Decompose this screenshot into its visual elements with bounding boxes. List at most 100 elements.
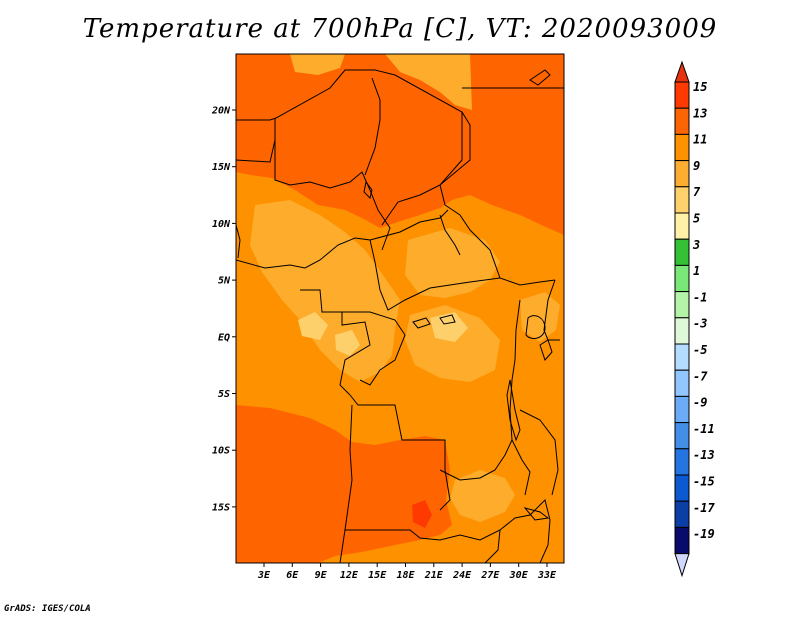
colorbar-segment [674, 133, 690, 162]
lake-outline [539, 339, 553, 361]
lake-outline [412, 317, 431, 329]
country-borders [236, 69, 564, 563]
colorbar-segment [674, 186, 690, 214]
colorbar-label: -17 [693, 501, 715, 515]
lake-outline [363, 180, 373, 199]
lon-label: 9E [315, 570, 328, 581]
border-line [439, 214, 461, 256]
lat-label: 10N [212, 219, 231, 230]
colorbar-segment [674, 500, 690, 528]
colorbar-label: -5 [693, 343, 707, 357]
field-region-7to9-central [250, 200, 400, 382]
lon-label: 21E [424, 570, 444, 581]
border-line [543, 279, 560, 341]
colorbar-label: 3 [692, 238, 700, 252]
border-line [369, 209, 449, 241]
colorbar-segment [674, 526, 690, 555]
colorbar-segment [674, 369, 690, 397]
lon-label: 12E [340, 570, 359, 581]
colorbar-label: 9 [693, 159, 700, 173]
colorbar-segment [674, 264, 690, 293]
colorbar-label: -9 [693, 396, 707, 410]
colorbar-label: 11 [693, 133, 707, 147]
border-line [439, 439, 513, 481]
colorbar-label: -11 [693, 422, 715, 436]
colorbar-segment [674, 107, 690, 135]
field-region-13to15 [412, 500, 432, 528]
temperature-field [236, 54, 564, 563]
border-line [274, 118, 391, 251]
colorbar-segment [674, 291, 690, 319]
lon-label: 27E [480, 570, 500, 581]
colorbar-segment [674, 212, 690, 240]
lon-label: 6E [286, 570, 299, 581]
lake-outline [525, 315, 546, 339]
colorbar-segment [674, 474, 690, 502]
border-line [484, 529, 501, 563]
colorbar-label: -13 [693, 448, 715, 462]
colorbar-label: -1 [693, 290, 707, 304]
border-line [439, 184, 556, 286]
colorbar-label: 13 [693, 106, 707, 120]
border-line [509, 299, 531, 496]
colorbar: 15 13 11 9 7 5 3 1 -1 -3 -5 -7 -9 -11 -13 -15 -17 -19 [674, 60, 715, 578]
colorbar-segment [674, 343, 690, 371]
border-line [439, 111, 471, 186]
field-region-7to9-ne [385, 54, 472, 110]
lat-label: 10S [212, 446, 230, 457]
colorbar-label: -19 [693, 527, 715, 541]
field-region-5to7-c [335, 330, 360, 356]
lat-label: 20N [211, 106, 231, 117]
lon-label: 33E [537, 570, 557, 581]
colorbar-segment [674, 238, 690, 266]
lon-label: 24E [452, 570, 472, 581]
map-frame [235, 53, 565, 564]
lon-label: 3E [257, 570, 271, 581]
colorbar-bottom-arrow [674, 553, 690, 578]
border-line [519, 409, 559, 496]
colorbar-top-arrow [674, 60, 690, 83]
field-region-11to13-south [236, 405, 452, 563]
border-line [364, 77, 381, 176]
field-region-5to7-a [298, 312, 328, 340]
lat-label: 5N [218, 276, 231, 287]
lat-label: 15S [212, 502, 230, 513]
lat-label: 15N [212, 162, 231, 173]
border-line [300, 289, 371, 396]
colorbar-label: 1 [693, 264, 700, 278]
lake-outline [529, 69, 551, 86]
lon-label: 15E [368, 570, 387, 581]
field-region-7to9-north-central [405, 228, 500, 298]
colorbar-label: -15 [693, 475, 715, 489]
lon-label: 30E [509, 570, 529, 581]
coastline [236, 224, 241, 259]
field-region-7to9-se [450, 470, 515, 522]
lake-outline [523, 507, 550, 521]
colorbar-segment [674, 317, 690, 345]
field-region-7to9-nw [290, 54, 345, 75]
field-region-5to7-b [430, 312, 468, 342]
longitude-axis: 3E 6E 9E 12E 15E 18E 21E 24E 27E 30E 33E [257, 563, 557, 581]
colorbar-segment [674, 422, 690, 450]
lake-outline [506, 379, 521, 442]
border-line [339, 404, 353, 563]
credit-text: GrADS: IGES/COLA [4, 604, 91, 614]
latitude-axis: 20N 15N 10N 5N EQ 5S 10S 15S [211, 106, 236, 513]
colorbar-label: 5 [693, 212, 700, 226]
lat-label: 5S [218, 389, 230, 400]
colorbar-segment [674, 160, 690, 188]
colorbar-segment [674, 81, 690, 109]
lon-label: 18E [396, 570, 415, 581]
lake-outline [439, 314, 456, 325]
colorbar-label: 7 [693, 185, 701, 199]
border-line [236, 69, 463, 226]
colorbar-segment [674, 395, 690, 424]
border-line [342, 311, 406, 386]
field-region-11to13-north [236, 54, 564, 235]
colorbar-label: -7 [693, 369, 708, 383]
colorbar-label: 15 [693, 80, 707, 94]
colorbar-segment [674, 448, 690, 476]
border-line [349, 394, 451, 511]
map-title: Temperature at 700hPa [C], VT: 202009300… [82, 14, 718, 44]
